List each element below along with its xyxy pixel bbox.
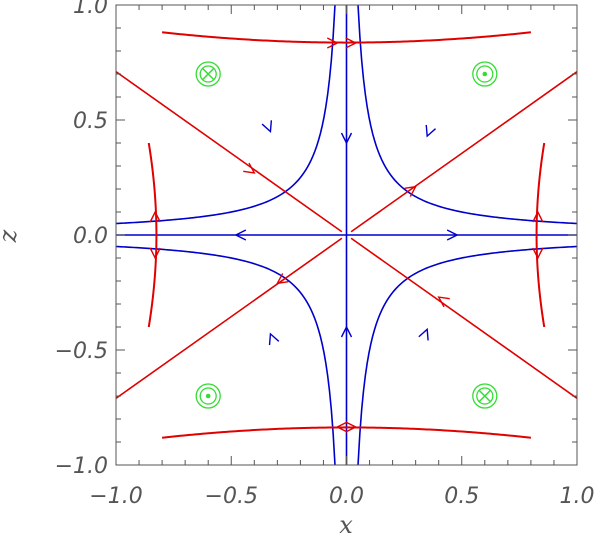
arrow-blue-right-axis [446,229,459,241]
x-tick-labels: −1.0 −0.5 0.0 0.5 1.0 [89,484,594,509]
arrow-blue-left-axis [234,229,247,241]
arrow-blue-hyperbola-br [418,327,429,341]
x-tick-label: −1.0 [89,484,142,509]
red-field-line-diagonal-4 [115,237,343,399]
marker-cross-b-4 [478,389,492,403]
marker-circle-2 [472,61,498,87]
arrow-red-right-down [532,247,544,260]
arrow-blue-bottom-axis [340,325,353,338]
marker-inner-circle-4 [476,387,494,405]
arrow-red-diagonal-bl [276,273,289,285]
marker-dot-3 [205,393,211,399]
arrow-blue-hyperbola-tl [261,120,273,133]
x-axis-label: x [339,511,353,539]
red-field-line-arc-right [535,142,546,328]
y-tick-labels: −1.0 −0.5 0.0 0.5 1.0 [55,0,108,479]
arrow-red-left-down [149,247,161,260]
red-field-line-arc-bottom [161,426,532,439]
arrow-red-right-up [532,210,544,223]
x-tick-label: 1.0 [560,484,595,509]
marker-inner-circle-1 [199,65,217,83]
arrows [149,37,544,433]
blue-field-line-hyperbola-3 [357,245,578,466]
red-field-line-arc-left [147,142,158,328]
markers [195,61,498,409]
arrow-red-top-left [326,37,339,49]
field-lines [115,4,578,466]
marker-cross-b-1 [201,67,215,81]
marker-dot-2 [482,71,488,77]
red-field-line-arc-top [161,31,532,44]
arrow-red-diagonal-br [437,296,450,308]
y-tick-label: 0.5 [73,109,108,134]
arrow-blue-top-axis [340,132,353,145]
arrow-red-top-right [345,37,358,49]
x-tick-label: −0.5 [205,484,258,509]
arrow-red-bottom-left [335,421,348,433]
arrow-red-diagonal-tl [243,162,256,174]
arrow-red-left-up [149,210,161,223]
x-tick-label: 0.0 [329,484,364,509]
red-field-line-diagonal-3 [350,237,578,399]
y-tick-label: −1.0 [55,454,108,479]
y-tick-label: 0.0 [73,224,108,249]
marker-circle-4 [472,383,498,409]
y-tick-label: −0.5 [55,339,108,364]
y-tick-label: 1.0 [73,0,108,19]
blue-field-line-hyperbola-1 [357,4,578,225]
axis-ticks [115,4,578,466]
arrow-red-bottom-right [345,421,358,433]
red-field-line-diagonal-1 [350,71,578,233]
blue-field-line-hyperbola-4 [115,245,336,466]
marker-circle-1 [195,61,221,87]
marker-inner-circle-2 [476,65,494,83]
marker-inner-circle-3 [199,387,217,405]
marker-circle-3 [195,383,221,409]
red-field-line-diagonal-2 [115,71,343,233]
arrow-blue-hyperbola-bl [268,332,280,346]
arrow-blue-hyperbola-tr [425,124,436,138]
y-axis-label: z [0,229,22,243]
arrow-red-diagonal-tr [404,185,417,197]
x-tick-label: 0.5 [444,484,479,509]
blue-field-line-hyperbola-2 [115,4,336,225]
